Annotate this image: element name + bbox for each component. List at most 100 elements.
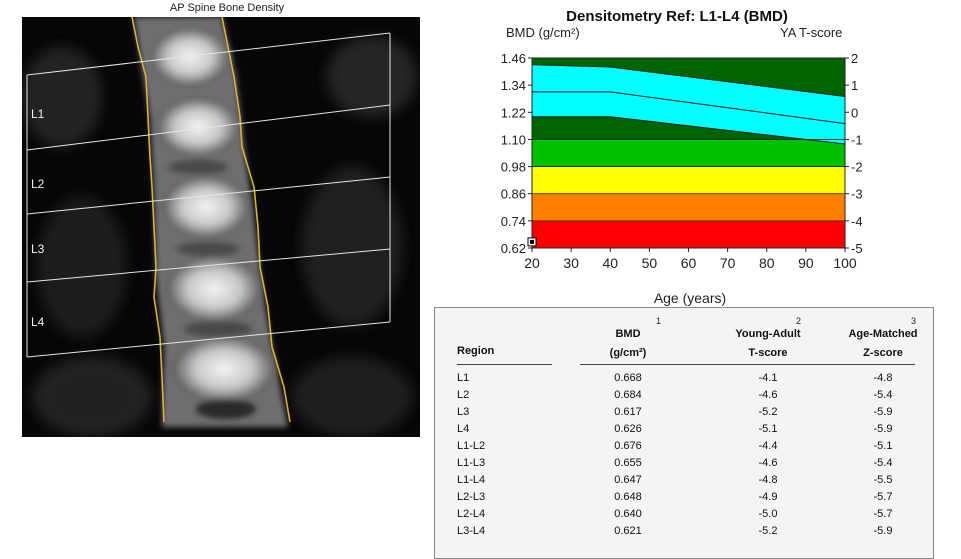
- age-axis-label: Age (years): [653, 290, 727, 306]
- y-tick-label: 0.86: [501, 187, 526, 202]
- row-region: L1-L2: [457, 440, 486, 452]
- row-value: 0.626: [614, 423, 642, 435]
- row-value: -4.1: [758, 372, 778, 384]
- y2-tick-label: 0: [851, 105, 858, 120]
- y-tick-label: 0.98: [501, 160, 526, 175]
- row-region: L2-L4: [457, 508, 486, 520]
- header-underline: [457, 364, 552, 365]
- normal-range-band: [532, 64, 845, 144]
- row-region: L2-L3: [457, 491, 486, 503]
- row-value: 0.640: [614, 508, 642, 520]
- header-2-line1: Young-Adult: [735, 328, 801, 340]
- y-tick-label: 1.46: [501, 51, 526, 66]
- plus-1sd-curve: [531, 64, 846, 97]
- x-tick-label: 70: [720, 255, 736, 271]
- header-1-line1: BMD: [615, 328, 641, 340]
- scan-title: AP Spine Bone Density: [169, 2, 285, 14]
- row-value: -5.1: [758, 423, 778, 435]
- row-value: 0.668: [614, 372, 642, 384]
- header-3-superscript: 3: [911, 316, 917, 326]
- x-tick-label: 50: [642, 255, 658, 271]
- row-value: 0.655: [614, 457, 642, 469]
- y-tick-label: 1.10: [501, 132, 526, 147]
- header-underline: [795, 364, 915, 365]
- row-value: -4.6: [758, 457, 778, 469]
- row-value: -4.4: [758, 440, 778, 452]
- row-value: -5.1: [873, 440, 893, 452]
- roi-label-l3: L3: [31, 242, 45, 256]
- y-tick-label: 0.62: [501, 241, 526, 256]
- x-tick-label: 60: [681, 255, 697, 271]
- patient-marker-center: [530, 239, 534, 244]
- y-tick-label: 0.74: [501, 214, 526, 229]
- results-table: Region BMD (g/cm²) 1 Young-Adult T-score 2 Age-…: [434, 307, 934, 559]
- row-value: -5.4: [873, 457, 893, 469]
- y2-tick-label: -5: [851, 241, 863, 256]
- row-region: L4: [457, 423, 470, 435]
- roi-label-l4: L4: [31, 315, 45, 329]
- spine-scan-image: L1 L2 L3 L4: [22, 17, 420, 437]
- header-underline: [580, 364, 680, 365]
- row-value: 0.684: [614, 389, 642, 401]
- densitometry-chart: 1.46 1.34 1.22 1.10 0.98 0.86 0.74 0.62 2 1 0 -1 -2 -…: [501, 51, 863, 271]
- row-value: -5.2: [758, 406, 778, 418]
- row-value: -5.7: [873, 491, 893, 503]
- row-value: -4.6: [758, 389, 778, 401]
- y2-tick-label: -1: [851, 132, 863, 147]
- bmd-axis-label: BMD (g/cm²): [506, 25, 580, 40]
- header-1-superscript: 1: [656, 316, 662, 326]
- row-value: 0.648: [614, 491, 642, 503]
- row-value: -5.2: [758, 525, 778, 537]
- row-value: 0.676: [614, 440, 642, 452]
- x-tick-label: 20: [524, 255, 540, 271]
- row-region: L1-L3: [457, 457, 486, 469]
- chart-title: Densitometry Ref: L1-L4 (BMD): [566, 8, 788, 25]
- row-value: -4.9: [758, 491, 778, 503]
- row-value: -5.5: [873, 474, 893, 486]
- row-value: -5.9: [873, 525, 893, 537]
- row-region: L1-L4: [457, 474, 486, 486]
- x-tick-label: 90: [798, 255, 814, 271]
- header-region: Region: [457, 345, 495, 357]
- y2-tick-label: -3: [851, 187, 863, 202]
- row-value: -4.8: [758, 474, 778, 486]
- tscore-band-1: [532, 193, 845, 221]
- y-tick-label: 1.34: [501, 78, 526, 93]
- row-region: L3-L4: [457, 525, 486, 537]
- row-region: L3: [457, 406, 470, 418]
- row-region: L2: [457, 389, 470, 401]
- row-value: -5.7: [873, 508, 893, 520]
- row-value: -5.9: [873, 406, 893, 418]
- row-value: -5.0: [758, 508, 778, 520]
- row-value: -5.9: [873, 423, 893, 435]
- row-value: -4.8: [873, 372, 893, 384]
- y2-tick-label: 2: [851, 51, 858, 66]
- x-tick-label: 100: [833, 255, 857, 271]
- header-3-line2: Z-score: [863, 347, 903, 359]
- y2-tick-label: -2: [851, 160, 863, 175]
- header-2-superscript: 2: [796, 316, 802, 326]
- header-1-line2: (g/cm²): [609, 347, 647, 359]
- x-tick-label: 80: [759, 255, 775, 271]
- row-value: 0.621: [614, 525, 642, 537]
- row-value: 0.647: [614, 474, 642, 486]
- x-tick-label: 40: [602, 255, 618, 271]
- header-underline: [670, 364, 800, 365]
- x-tick-label: 30: [563, 255, 579, 271]
- spine-scan-graphic: [22, 17, 417, 437]
- y-tick-label: 1.22: [501, 105, 526, 120]
- minus-1sd-curve: [532, 116, 846, 145]
- mean-curve: [532, 91, 846, 125]
- tscore-axis-label: YA T-score: [780, 25, 843, 40]
- roi-label-l2: L2: [31, 177, 45, 191]
- row-value: -5.4: [873, 389, 893, 401]
- header-2-line2: T-score: [748, 347, 788, 359]
- y2-tick-label: -4: [851, 214, 863, 229]
- roi-label-l1: L1: [31, 107, 45, 121]
- tscore-band-3: [532, 139, 845, 167]
- y2-tick-label: 1: [851, 78, 858, 93]
- tscore-band-2: [532, 166, 845, 194]
- row-value: 0.617: [614, 406, 642, 418]
- header-3-line1: Age-Matched: [848, 328, 918, 340]
- tscore-band-0: [532, 220, 845, 248]
